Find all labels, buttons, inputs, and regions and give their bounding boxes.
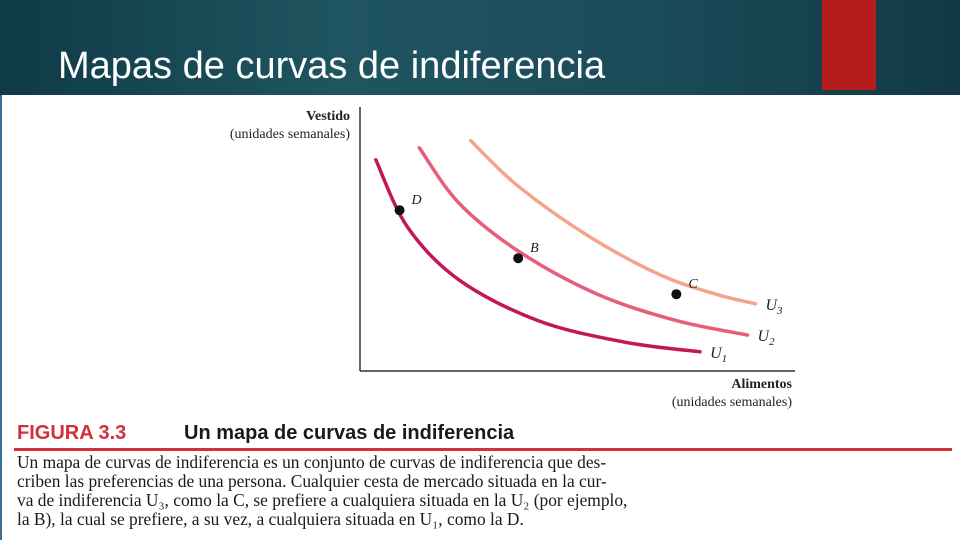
point-d-marker — [394, 205, 405, 216]
curve-u1 — [374, 158, 702, 354]
point-c-marker — [671, 289, 682, 300]
caption-line: Un mapa de curvas de indiferencia es un … — [17, 452, 607, 472]
indifference-chart: Vestido (unidades semanales) Alimentos (… — [230, 107, 795, 410]
x-axis-sublabel: (unidades semanales) — [672, 395, 792, 410]
caption-line: la B), la cual se prefiere, a su vez, a … — [17, 509, 524, 529]
figure-area: Vestido (unidades semanales) Alimentos (… — [0, 95, 960, 540]
figure-number: FIGURA 3.3 — [17, 422, 127, 444]
point-c-label: C — [688, 277, 698, 292]
y-axis-sublabel: (unidades semanales) — [230, 127, 350, 142]
curve-label-u2: U2 — [758, 328, 776, 348]
figure-caption: Un mapa de curvas de indiferencia es un … — [17, 453, 952, 529]
left-rule — [0, 95, 2, 540]
curve-u2 — [417, 146, 750, 337]
x-axis-label: Alimentos — [731, 377, 792, 392]
curve-label-u1: U1 — [710, 345, 727, 365]
point-b-label: B — [530, 241, 539, 256]
slide-header — [0, 0, 960, 95]
point-d-label: D — [411, 193, 422, 208]
markers-group: D B C — [394, 193, 698, 300]
curves-group — [374, 138, 758, 354]
caption-line: criben las preferencias de una persona. … — [17, 471, 607, 491]
figure-heading: Un mapa de curvas de indiferencia — [184, 422, 515, 444]
y-axis-label: Vestido — [306, 109, 350, 124]
curve-u3 — [468, 138, 758, 306]
slide-title: Mapas de curvas de indiferencia — [58, 45, 606, 87]
curve-label-u3: U3 — [765, 297, 783, 317]
caption-line: va de indiferencia U₃, como la C, se pre… — [17, 490, 628, 510]
figure-rule — [14, 448, 952, 451]
point-b-marker — [513, 253, 524, 264]
accent-block — [822, 0, 876, 90]
